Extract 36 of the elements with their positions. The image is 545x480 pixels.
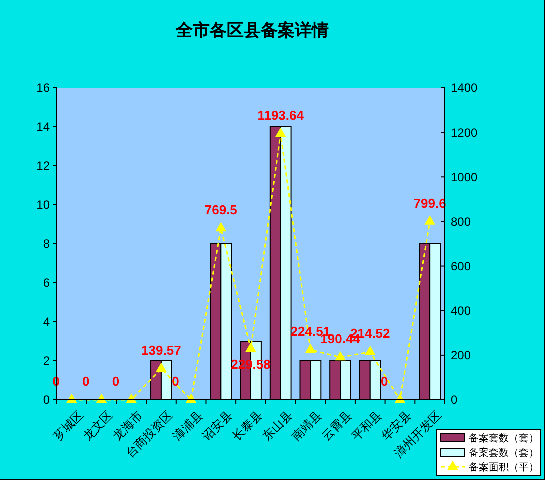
point bbox=[335, 351, 346, 361]
data-label: 0 bbox=[380, 374, 388, 389]
y2-tick-label: 800 bbox=[451, 214, 472, 229]
y-tick-label: 8 bbox=[43, 237, 50, 252]
y-tick-label: 14 bbox=[36, 120, 50, 134]
point bbox=[246, 342, 256, 352]
legend-label: 备案套数（套） bbox=[469, 447, 539, 459]
data-label: 1193.64 bbox=[258, 108, 305, 123]
point bbox=[365, 346, 376, 356]
point bbox=[275, 128, 286, 138]
y2-tick-label: 600 bbox=[451, 259, 472, 274]
point bbox=[216, 222, 227, 232]
y2-tick-label: 0 bbox=[451, 393, 458, 408]
data-label: 0 bbox=[82, 374, 90, 389]
y-tick-label: 16 bbox=[36, 81, 50, 96]
y-tick-label: 12 bbox=[36, 159, 50, 174]
data-label: 139.57 bbox=[142, 342, 182, 358]
y-tick-label: 0 bbox=[43, 393, 50, 408]
y-tick-label: 4 bbox=[43, 315, 50, 330]
data-label: 0 bbox=[172, 374, 180, 389]
y-tick-label: 10 bbox=[36, 198, 50, 212]
y2-tick-label: 200 bbox=[451, 348, 472, 363]
point bbox=[424, 216, 436, 225]
data-label: 0 bbox=[112, 374, 120, 389]
y-tick-label: 6 bbox=[43, 276, 50, 290]
point bbox=[305, 344, 316, 354]
chart-title: 全市各区县备案详情 bbox=[175, 20, 329, 40]
y2-tick-label: 400 bbox=[451, 304, 472, 318]
y-tick-label: 2 bbox=[43, 354, 50, 368]
y2-tick-label: 1400 bbox=[451, 81, 478, 96]
y2-tick-label: 1000 bbox=[451, 170, 478, 184]
y2-tick-label: 1200 bbox=[451, 126, 478, 140]
legend-label: 备案套数（套） bbox=[469, 432, 539, 444]
legend-label: 备案面积（平） bbox=[469, 462, 539, 474]
point bbox=[156, 362, 167, 372]
data-label: 769.5 bbox=[204, 202, 238, 218]
